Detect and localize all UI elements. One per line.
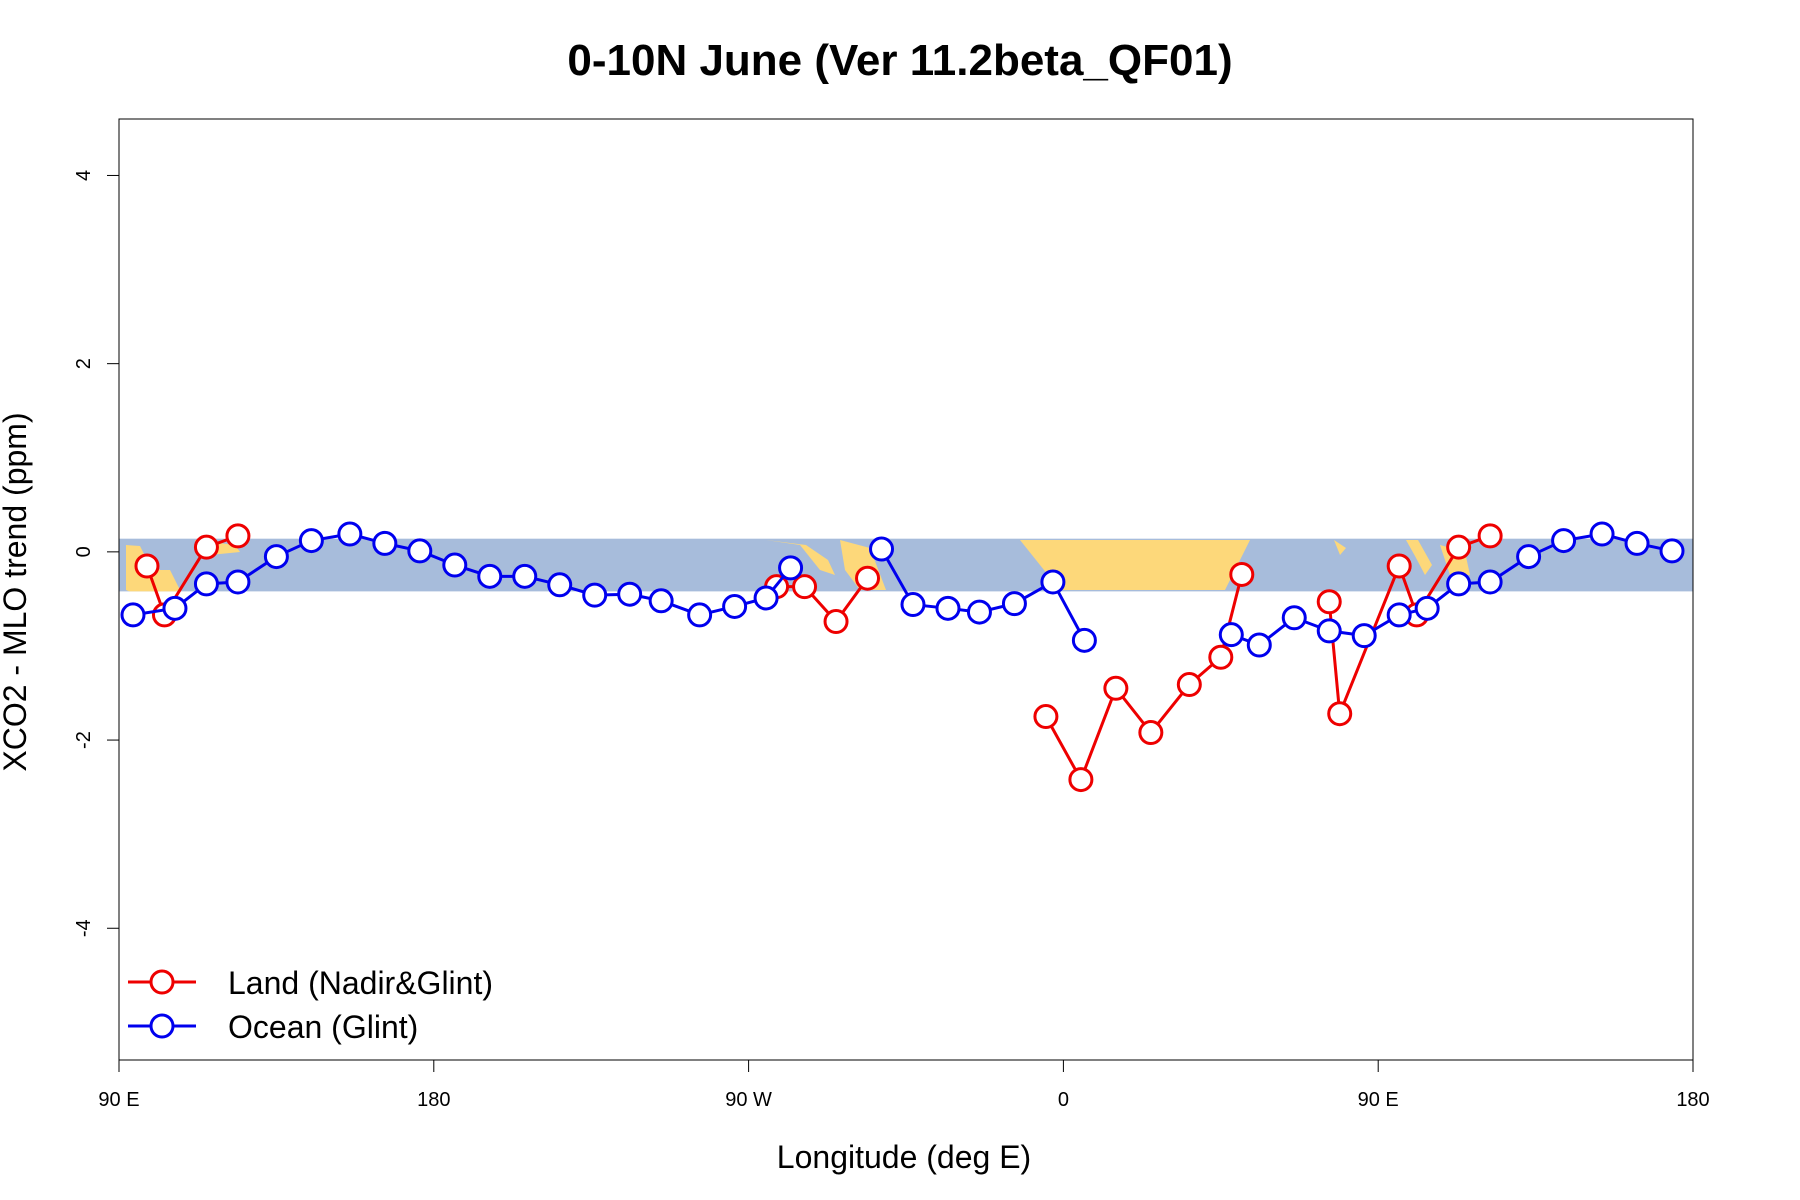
y-axis: -4 -2 0 2 4 <box>73 170 119 937</box>
data-point <box>225 569 251 595</box>
data-point <box>869 536 895 562</box>
data-point <box>582 582 608 608</box>
data-point <box>263 544 289 570</box>
data-point <box>1218 622 1244 648</box>
y-tick-label: 2 <box>73 358 95 369</box>
data-point <box>1103 675 1129 701</box>
plot-frame <box>118 118 1694 1061</box>
land-africa <box>1020 540 1250 590</box>
data-point <box>900 592 926 618</box>
data-point <box>792 574 818 600</box>
data-point <box>372 530 398 556</box>
series-line <box>145 534 239 617</box>
series-land <box>134 523 1503 793</box>
data-point <box>753 585 779 611</box>
legend-ocean-label: Ocean (Glint) <box>228 1009 418 1045</box>
data-point <box>1477 569 1503 595</box>
x-tick-label: 90 E <box>98 1089 139 1111</box>
data-point <box>1624 530 1650 556</box>
data-point <box>407 538 433 564</box>
data-point <box>1477 523 1503 549</box>
data-point <box>966 599 992 625</box>
data-point <box>337 521 363 547</box>
data-point <box>547 572 573 598</box>
data-point <box>935 595 961 621</box>
x-axis-label: Longitude (deg E) <box>777 1139 1031 1175</box>
data-point <box>298 528 324 554</box>
data-point <box>1208 644 1234 670</box>
data-point <box>512 563 538 589</box>
data-point <box>120 602 146 628</box>
data-point <box>477 563 503 589</box>
data-point <box>1071 627 1097 653</box>
series-line <box>1044 574 1244 782</box>
series-ocean <box>120 521 1685 658</box>
data-point <box>1176 672 1202 698</box>
chart-title: 0-10N June (Ver 11.2beta_QF01) <box>567 36 1232 85</box>
data-point <box>1316 618 1342 644</box>
data-point <box>1281 605 1307 631</box>
data-point <box>442 552 468 578</box>
data-point <box>823 608 849 634</box>
legend-land-label: Land (Nadir&Glint) <box>228 965 493 1001</box>
data-point <box>1516 544 1542 570</box>
x-tick-label: 0 <box>1058 1089 1069 1111</box>
data-point <box>1446 571 1472 597</box>
y-tick-label: 0 <box>73 546 95 557</box>
data-point <box>778 555 804 581</box>
legend-ocean-marker <box>149 1013 175 1039</box>
land-southeast-asia <box>1406 540 1432 575</box>
legend-entry-land: Land (Nadir&Glint) <box>128 965 493 1001</box>
land-central-america <box>766 540 835 575</box>
data-point <box>134 553 160 579</box>
x-tick-label: 180 <box>417 1089 450 1111</box>
data-point <box>617 581 643 607</box>
data-point <box>1414 595 1440 621</box>
data-point <box>162 595 188 621</box>
data-point <box>722 593 748 619</box>
data-point <box>1246 632 1272 658</box>
data-point <box>1327 701 1353 727</box>
data-point <box>1446 534 1472 560</box>
data-point <box>1138 720 1164 746</box>
data-point <box>1001 591 1027 617</box>
data-point <box>1033 704 1059 730</box>
series-layer <box>120 521 1685 793</box>
legend: Land (Nadir&Glint) Ocean (Glint) <box>128 965 493 1045</box>
data-point <box>1040 569 1066 595</box>
data-point <box>225 523 251 549</box>
x-tick-label: 90 E <box>1358 1089 1399 1111</box>
data-point <box>1589 521 1615 547</box>
y-tick-label: 4 <box>73 170 95 181</box>
x-tick-label: 180 <box>1676 1089 1709 1111</box>
x-tick-label: 90 W <box>725 1089 772 1111</box>
data-point <box>1068 767 1094 793</box>
legend-entry-ocean: Ocean (Glint) <box>128 1009 418 1045</box>
series-line <box>776 577 869 623</box>
data-point <box>193 534 219 560</box>
data-point <box>1351 623 1377 649</box>
legend-land-marker <box>149 969 175 995</box>
y-tick-label: -4 <box>73 919 95 937</box>
land-india <box>1334 540 1346 555</box>
plot-area: -4 -2 0 2 4 90 E 180 90 W 0 90 E 180 <box>73 118 1710 1111</box>
data-point <box>193 571 219 597</box>
y-tick-label: -2 <box>73 731 95 749</box>
data-point <box>855 565 881 591</box>
data-point <box>648 588 674 614</box>
data-point <box>1386 553 1412 579</box>
data-point <box>1551 528 1577 554</box>
data-point <box>687 602 713 628</box>
x-axis: 90 E 180 90 W 0 90 E 180 <box>98 1060 1710 1111</box>
data-point <box>1386 602 1412 628</box>
data-point <box>1229 561 1255 587</box>
data-point <box>1659 538 1685 564</box>
data-point <box>1316 589 1342 615</box>
y-axis-label: XCO2 - MLO trend (ppm) <box>0 412 33 771</box>
